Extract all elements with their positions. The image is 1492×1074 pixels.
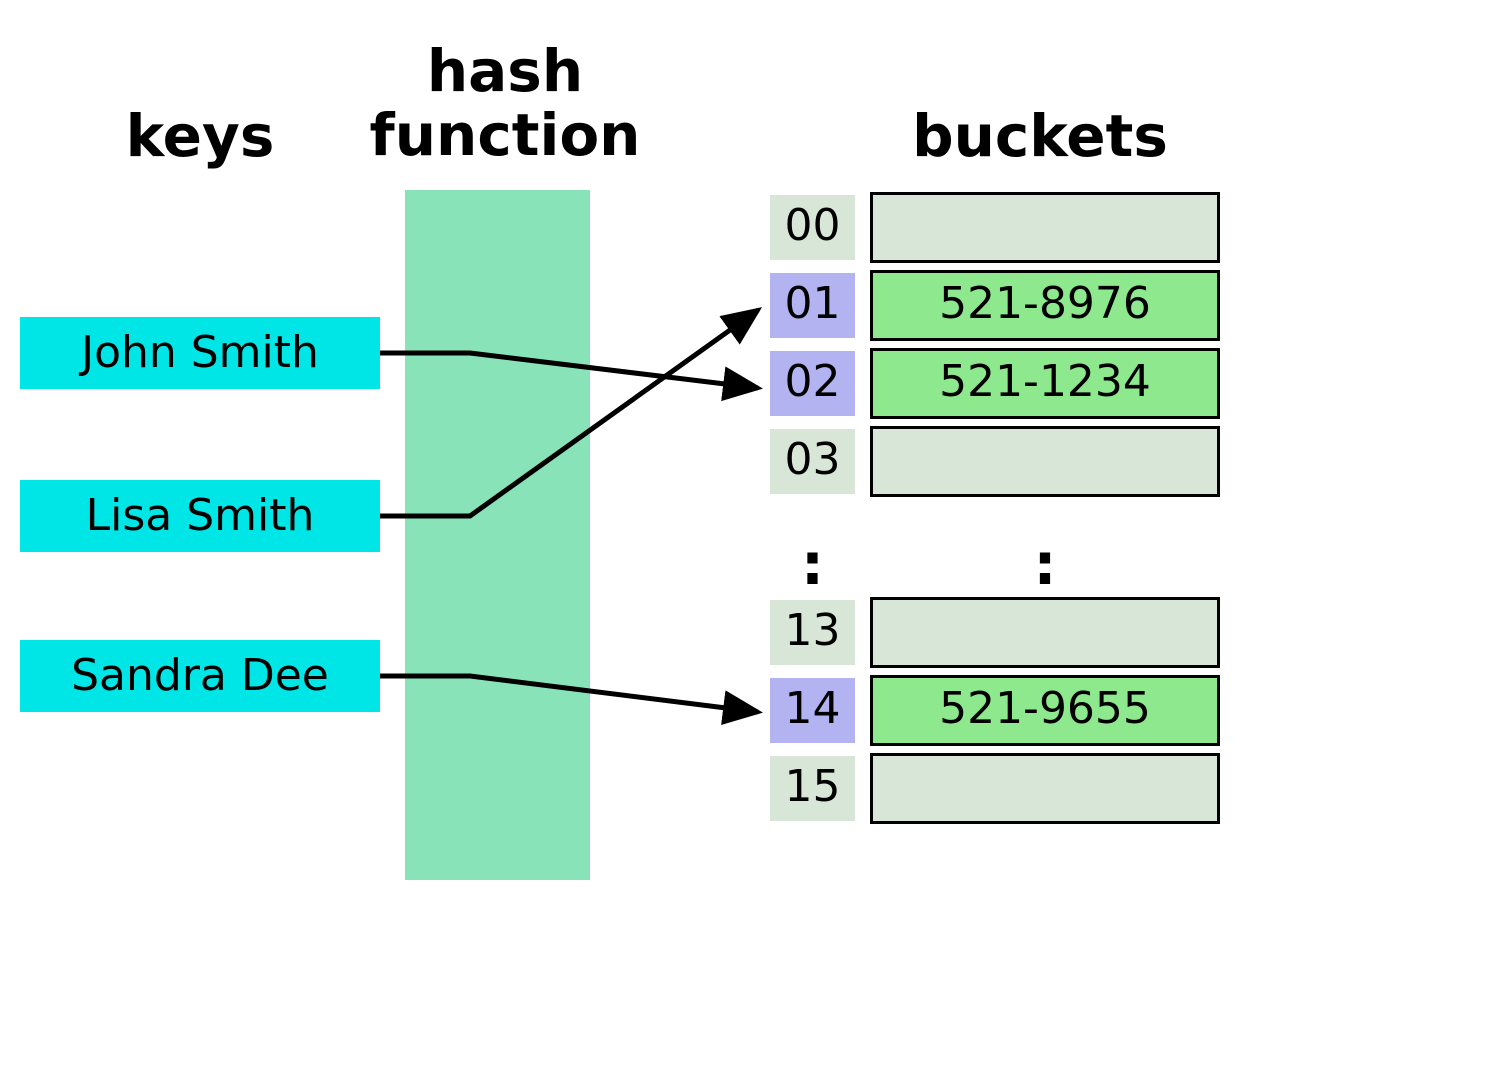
bucket-index: 03 [770, 429, 855, 494]
bucket-value [870, 597, 1220, 668]
heading-hash: hash function [365, 40, 645, 168]
heading-buckets: buckets [870, 105, 1210, 169]
ellipsis-val: : [870, 530, 1220, 598]
ellipsis-idx: : [770, 530, 855, 598]
bucket-index: 00 [770, 195, 855, 260]
bucket-index: 02 [770, 351, 855, 416]
key-box-1: Lisa Smith [20, 480, 380, 552]
bucket-value [870, 753, 1220, 824]
key-box-2: Sandra Dee [20, 640, 380, 712]
bucket-value [870, 426, 1220, 497]
key-box-0: John Smith [20, 317, 380, 389]
bucket-value: 521-9655 [870, 675, 1220, 746]
bucket-value [870, 192, 1220, 263]
bucket-value: 521-1234 [870, 348, 1220, 419]
bucket-index: 01 [770, 273, 855, 338]
bucket-index: 14 [770, 678, 855, 743]
heading-keys: keys [90, 105, 310, 169]
bucket-value: 521-8976 [870, 270, 1220, 341]
bucket-index: 15 [770, 756, 855, 821]
hash-function-rect [405, 190, 590, 880]
bucket-index: 13 [770, 600, 855, 665]
